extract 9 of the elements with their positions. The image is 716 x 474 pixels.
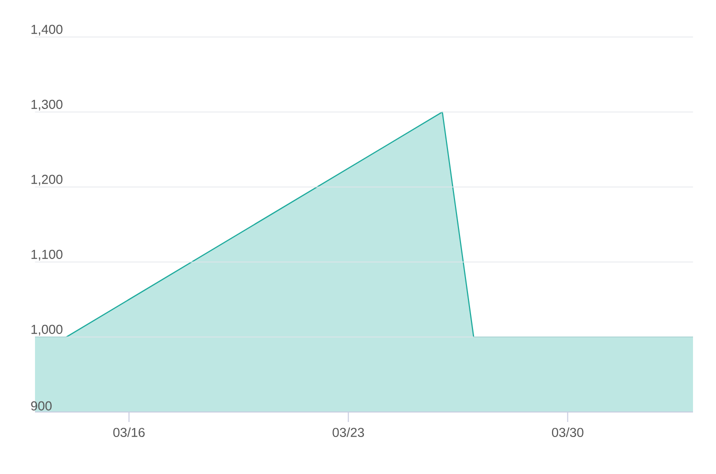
x-tick-label: 03/23 (332, 428, 364, 438)
y-tick-label: 900 (31, 401, 52, 410)
x-tick-label: 03/30 (552, 428, 584, 438)
y-tick-label: 1,200 (32, 174, 62, 186)
y-tick-label: 1,100 (32, 250, 62, 260)
x-tick-label: 03/16 (113, 428, 145, 438)
y-tick-label: 1,400 (32, 24, 62, 36)
y-tick-label: 1,300 (32, 100, 62, 110)
y-tick-label: 1,000 (32, 324, 62, 336)
